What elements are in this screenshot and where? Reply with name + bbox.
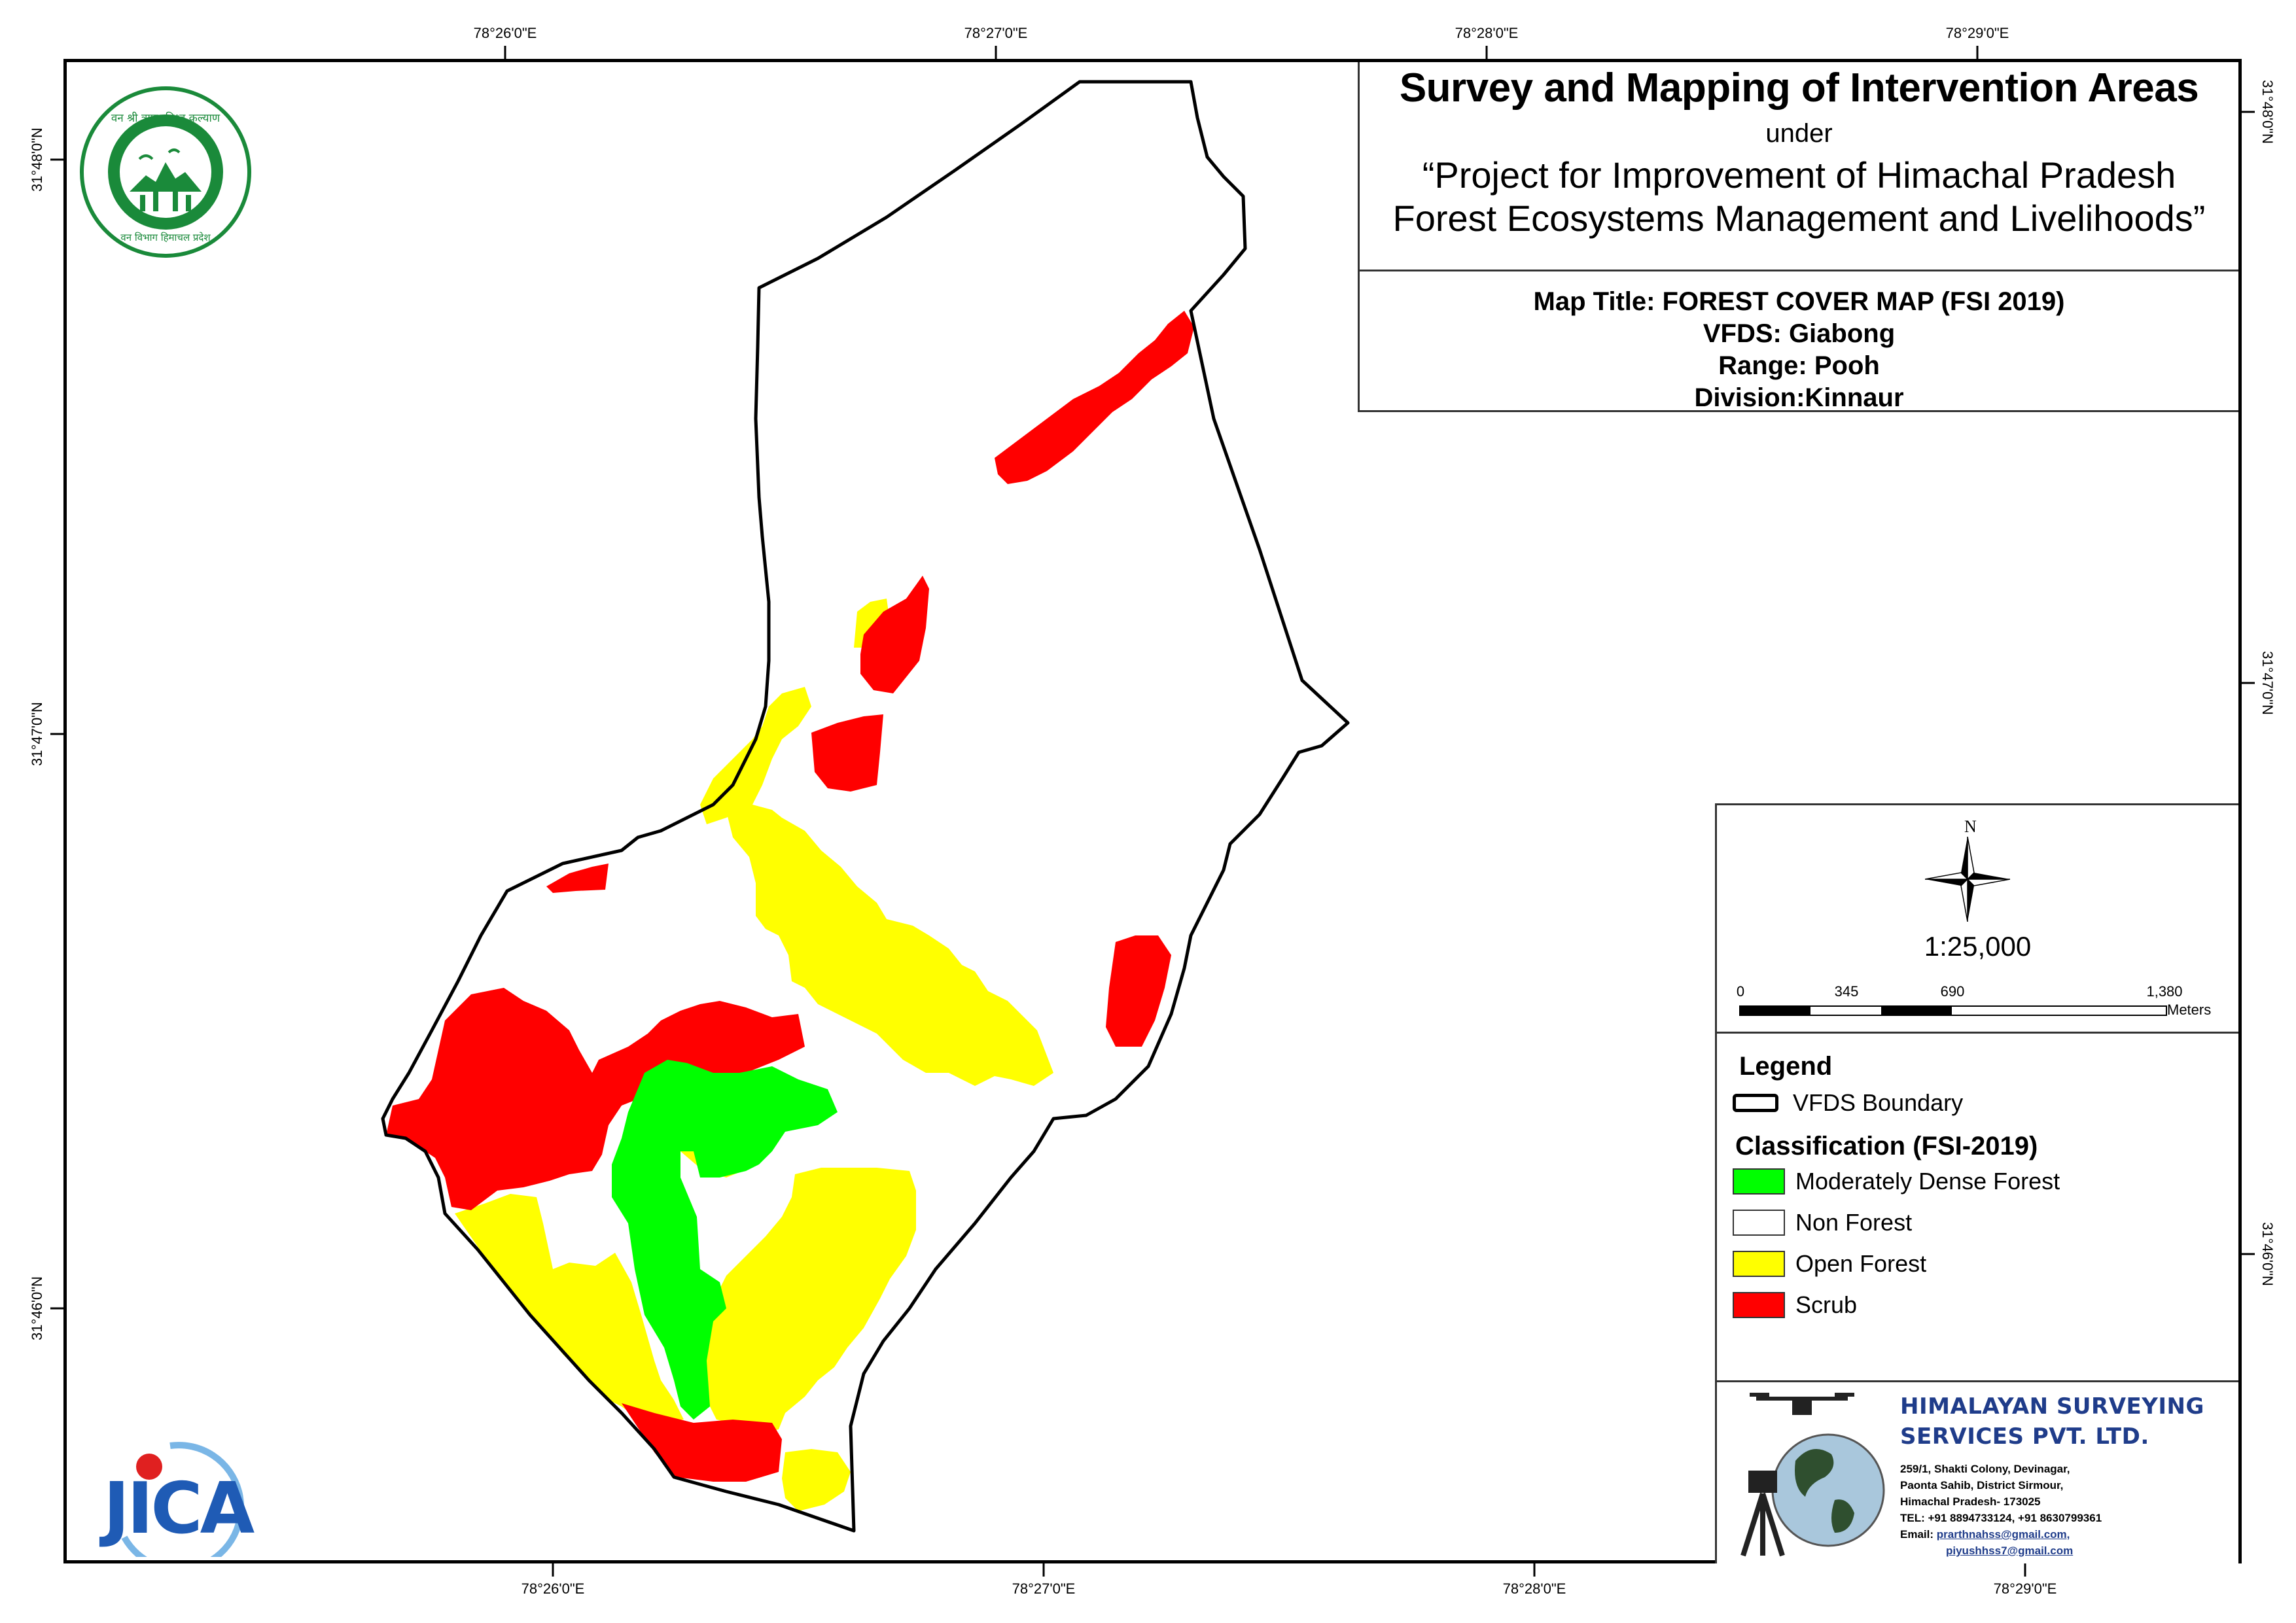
scrub-patch [546, 864, 609, 893]
project-title-line1: “Project for Improvement of Himachal Pra… [1422, 154, 2176, 196]
jica-logo [121, 1442, 245, 1557]
tick-label-bottom: 78°27'0"E [1012, 1580, 1076, 1597]
title-under: under [1765, 119, 1833, 148]
tick-label-bottom: 78°26'0"E [521, 1580, 585, 1597]
division-name: Division:Kinnaur [1694, 383, 1904, 412]
scale-label: 690 [1940, 983, 1965, 1000]
title-block: Survey and Mapping of Intervention Areas… [1358, 62, 2238, 271]
tick-label-right: 31°48'0"N [2259, 80, 2276, 144]
legend-swatch [1733, 1251, 1785, 1277]
legend-item-open-forest: Open Forest [1733, 1250, 1926, 1278]
legend-swatch [1733, 1210, 1785, 1236]
email-label: Email: [1900, 1528, 1934, 1541]
company-name: HIMALAYAN SURVEYING SERVICES PVT. LTD. [1900, 1391, 2204, 1452]
email-link-1[interactable]: prarthnahss@gmail.com, [1936, 1528, 2070, 1541]
legend-label: Moderately Dense Forest [1795, 1168, 2060, 1195]
range-name: Range: Pooh [1718, 351, 1880, 380]
map-info-block: Map Title: FOREST COVER MAP (FSI 2019) V… [1358, 271, 2238, 412]
scrub-patch [622, 1403, 782, 1482]
scrub-patch [995, 311, 1194, 484]
north-arrow-icon [1925, 837, 2010, 922]
legend-label: Scrub [1795, 1291, 1858, 1318]
email-link-2[interactable]: piyushhss7@gmail.com [1946, 1544, 2074, 1557]
email-row: Email: prarthnahss@gmail.com, [1900, 1526, 2102, 1543]
tick-label-left: 31°48'0"N [29, 128, 45, 192]
tick-label-top: 78°28'0"E [1455, 25, 1519, 41]
tick-label-top: 78°26'0"E [473, 25, 537, 41]
vfds-boundary-outline [381, 80, 1350, 1533]
moderately-dense-areas [612, 1060, 838, 1420]
legend-swatch-boundary [1733, 1094, 1778, 1112]
map-title: Map Title: FOREST COVER MAP (FSI 2019) [1533, 287, 2065, 316]
legend-label: VFDS Boundary [1793, 1089, 1964, 1116]
scrub-patch [1106, 935, 1171, 1047]
telephone: TEL: +91 8894733124, +91 8630799361 [1900, 1512, 2102, 1524]
scrub-patch [386, 988, 805, 1210]
tick-label-left: 31°46'0"N [29, 1276, 45, 1340]
scale-label: 1,380 [2146, 983, 2183, 1000]
company-block: HIMALAYAN SURVEYING SERVICES PVT. LTD. 2… [1715, 1382, 2238, 1563]
open-forest-patch [726, 805, 1053, 1086]
scrub-areas [386, 311, 1194, 1482]
legend-classification-title: Classification (FSI-2019) [1735, 1132, 2038, 1161]
open-forest-patch [703, 1168, 916, 1433]
graticule-ticks [50, 46, 2255, 1577]
surveying-logo-icon [1740, 1393, 1885, 1557]
legend-label: Open Forest [1795, 1250, 1927, 1277]
company-name-line1: HIMALAYAN SURVEYING [1900, 1393, 2204, 1420]
tick-label-left: 31°47'0"N [29, 702, 45, 766]
legend-item-scrub: Scrub [1733, 1291, 1857, 1319]
company-name-line2: SERVICES PVT. LTD. [1900, 1423, 2149, 1450]
open-forest-patch [782, 1449, 851, 1511]
scale-ratio: 1:25,000 [1924, 931, 2032, 962]
address-line: Himachal Pradesh- 173025 [1900, 1495, 2041, 1508]
scale-label: 0 [1736, 983, 1745, 1000]
map-frame [63, 59, 2242, 1563]
address-line: 259/1, Shakti Colony, Devinagar, [1900, 1463, 2070, 1475]
main-title: Survey and Mapping of Intervention Areas [1399, 65, 2199, 111]
address-line: Paonta Sahib, District Sirmour, [1900, 1479, 2064, 1492]
scale-bar [1739, 1005, 2167, 1016]
hp-logo-top-text: वन श्री त्राण, विश्व कल्याण [111, 111, 221, 125]
email-row-2: piyushhss7@gmail.com [1900, 1543, 2102, 1559]
legend-label: Non Forest [1795, 1209, 1913, 1236]
tick-label-bottom: 78°29'0"E [1993, 1580, 2057, 1597]
legend-swatch [1733, 1168, 1785, 1195]
open-forest-patch [854, 599, 890, 648]
north-label: N [1964, 817, 1977, 836]
legend: Legend VFDS Boundary Classification (FSI… [1715, 1034, 2238, 1382]
hp-logo-bottom-text: वन विभाग हिमाचल प्रदेश [120, 232, 211, 243]
legend-swatch [1733, 1292, 1785, 1318]
scale-north-block: N 1:25,000 0 345 690 1,380 Meters [1715, 803, 2238, 1034]
tick-label-top: 78°27'0"E [964, 25, 1028, 41]
project-title: “Project for Improvement of Himachal Pra… [1360, 154, 2238, 240]
scrub-patch [811, 714, 883, 792]
company-address: 259/1, Shakti Colony, Devinagar, Paonta … [1900, 1461, 2102, 1559]
scale-label: 345 [1834, 983, 1859, 1000]
open-forest-patch [455, 1194, 684, 1423]
scale-unit: Meters [2167, 1002, 2212, 1018]
hp-forest-dept-logo: वन श्री त्राण, विश्व कल्याण वन विभाग हिम… [80, 86, 251, 258]
tick-label-right: 31°46'0"N [2259, 1222, 2276, 1286]
legend-title: Legend [1739, 1052, 1833, 1081]
legend-item-moderately-dense: Moderately Dense Forest [1733, 1168, 2060, 1195]
legend-item-boundary: VFDS Boundary [1733, 1089, 1963, 1117]
tick-label-top: 78°29'0"E [1945, 25, 2009, 41]
tick-label-bottom: 78°28'0"E [1502, 1580, 1566, 1597]
vfds-name: VFDS: Giabong [1703, 319, 1896, 348]
scrub-patch [860, 576, 929, 693]
open-forest-areas [455, 599, 1053, 1511]
moderately-dense-patch [612, 1060, 838, 1420]
project-title-line2: Forest Ecosystems Management and Livelih… [1392, 198, 2206, 239]
legend-item-non-forest: Non Forest [1733, 1209, 1912, 1236]
jica-wordmark: JICA [103, 1468, 255, 1550]
tick-label-right: 31°47'0"N [2259, 651, 2276, 715]
